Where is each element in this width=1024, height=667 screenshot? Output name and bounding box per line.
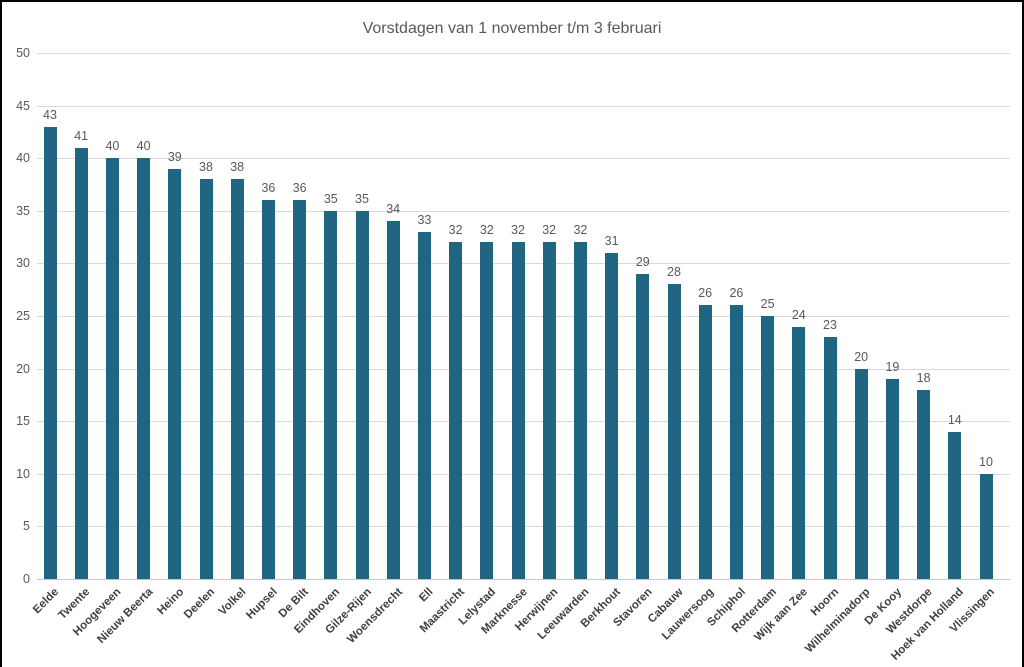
bar-value-label: 38 [230, 160, 245, 175]
bar [105, 158, 119, 579]
bar [137, 158, 151, 579]
bar [386, 221, 400, 579]
bar-value-label: 32 [542, 223, 557, 238]
bar [605, 252, 619, 579]
bar-value-label: 19 [885, 360, 900, 375]
bar [261, 200, 275, 579]
y-tick-label: 45 [16, 99, 30, 113]
bar-value-label: 36 [292, 181, 307, 196]
bar [199, 179, 213, 579]
bar [698, 305, 712, 579]
bar-value-label: 32 [479, 223, 494, 238]
bar [355, 210, 369, 579]
gridline [37, 53, 1010, 54]
bar-value-label: 40 [105, 139, 120, 154]
bar-value-label: 38 [199, 160, 213, 175]
bar-value-label: 41 [74, 128, 89, 143]
bar [667, 284, 681, 579]
bar [761, 316, 775, 579]
gridline [37, 579, 1010, 580]
x-category-label: Hupsel [244, 586, 280, 622]
bar-value-label: 31 [604, 233, 619, 248]
y-tick-label: 5 [23, 519, 30, 533]
y-tick-label: 30 [16, 256, 30, 270]
bar [854, 368, 868, 579]
y-tick-label: 50 [16, 46, 30, 60]
bar-value-label: 35 [355, 191, 369, 206]
bar [293, 200, 307, 579]
bar [917, 389, 931, 579]
bar-value-label: 33 [417, 212, 432, 227]
bar [636, 273, 650, 579]
bar-value-label: 20 [854, 349, 869, 364]
bar [729, 305, 743, 579]
bar-value-label: 32 [448, 223, 463, 238]
bar-value-label: 34 [386, 202, 401, 217]
bar [480, 242, 494, 579]
bar-value-label: 43 [43, 107, 57, 122]
bar [792, 326, 806, 579]
bar [324, 210, 338, 579]
gridline [37, 211, 1010, 212]
bar [948, 431, 962, 579]
bar [449, 242, 463, 579]
bar [542, 242, 556, 579]
bar [885, 379, 899, 579]
bar [230, 179, 244, 579]
gridline [37, 158, 1010, 159]
bar-value-label: 24 [791, 307, 806, 322]
bar-value-label: 10 [979, 454, 993, 469]
bar-value-label: 40 [136, 139, 151, 154]
bar [823, 337, 837, 579]
bar [168, 168, 182, 579]
bar-value-label: 14 [947, 412, 962, 427]
chart-title: Vorstdagen van 1 november t/m 3 februari [362, 20, 662, 37]
y-tick-label: 0 [23, 572, 30, 586]
bar-value-label: 35 [323, 191, 338, 206]
bar-value-label: 28 [667, 265, 681, 280]
gridline [37, 106, 1010, 107]
y-tick-label: 40 [16, 151, 30, 165]
y-tick-label: 35 [16, 204, 30, 218]
bar-value-label: 29 [635, 254, 650, 269]
y-tick-label: 15 [16, 414, 30, 428]
bar [43, 126, 57, 579]
bar [511, 242, 525, 579]
bar-value-label: 26 [729, 286, 744, 301]
bar-value-label: 23 [823, 318, 837, 333]
x-category-label: Ell [417, 586, 436, 605]
bar-value-label: 36 [261, 181, 276, 196]
bar-value-label: 39 [167, 149, 182, 164]
bar [417, 231, 431, 579]
bar-value-label: 18 [916, 370, 931, 385]
x-category-label: Woensdrecht [344, 586, 405, 646]
bar-value-label: 32 [573, 223, 588, 238]
x-category-label: Deelen [182, 586, 218, 622]
y-tick-label: 10 [16, 467, 30, 481]
bar [979, 473, 993, 579]
bar-value-label: 26 [698, 286, 713, 301]
y-tick-label: 25 [16, 309, 30, 323]
bar-value-label: 25 [760, 297, 775, 311]
y-tick-label: 20 [16, 362, 30, 376]
bar [74, 147, 88, 579]
bar [573, 242, 587, 579]
bar-value-label: 32 [511, 223, 525, 238]
